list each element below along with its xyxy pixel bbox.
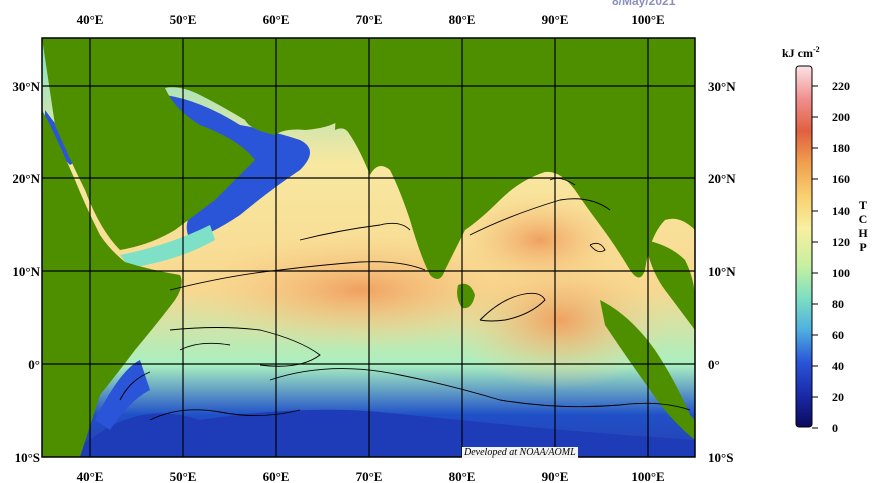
variable-letter: H xyxy=(858,226,868,240)
lat-label: 30°N xyxy=(708,79,736,94)
lon-label: 90°E xyxy=(542,469,569,483)
land-madagascar xyxy=(42,440,70,457)
lat-label: 0° xyxy=(28,357,40,372)
colorbar-tick: 60 xyxy=(832,328,844,342)
map-area xyxy=(42,38,695,457)
colorbar-tick: 160 xyxy=(832,172,850,186)
warm-pool-bay xyxy=(450,190,630,290)
date-label: 8/May/2021 xyxy=(612,0,676,8)
lon-label: 50°E xyxy=(170,469,197,483)
lon-labels-top: 40°E 50°E 60°E 70°E 80°E 90°E 100°E xyxy=(77,12,665,27)
colorbar-tick: 20 xyxy=(832,390,844,404)
lon-label: 70°E xyxy=(356,12,383,27)
lat-label: 0° xyxy=(708,357,720,372)
colorbar-ticks: 0 20 40 60 80 100 120 140 160 180 200 22… xyxy=(832,79,850,435)
lon-label: 100°E xyxy=(631,12,664,27)
land-india-seasia xyxy=(335,38,695,279)
lat-label: 10°S xyxy=(708,450,733,465)
lat-labels-left: 30°N 20°N 10°N 0° 10°S xyxy=(12,79,40,465)
colorbar xyxy=(795,65,813,428)
colorbar-tick: 220 xyxy=(832,79,850,93)
lon-label: 40°E xyxy=(77,12,104,27)
lon-label: 60°E xyxy=(263,12,290,27)
lon-label: 80°E xyxy=(449,12,476,27)
land-africa xyxy=(42,38,182,457)
lon-labels-bottom: 40°E 50°E 60°E 70°E 80°E 90°E 100°E xyxy=(77,469,665,483)
graticule xyxy=(42,38,695,457)
lon-label: 60°E xyxy=(263,469,290,483)
lat-labels-right: 30°N 20°N 10°N 0° 10°S xyxy=(708,79,736,465)
land-arabia xyxy=(42,38,380,250)
lat-label: 30°N xyxy=(12,79,40,94)
map-frame xyxy=(41,37,696,458)
variable-letter: C xyxy=(859,212,868,226)
lat-label: 10°N xyxy=(708,264,736,279)
colorbar-tick: 140 xyxy=(832,204,850,218)
colorbar-tick: 40 xyxy=(832,359,844,373)
lon-label: 80°E xyxy=(449,469,476,483)
lon-label: 70°E xyxy=(356,469,383,483)
variable-letter: T xyxy=(859,198,867,212)
lat-label: 20°N xyxy=(708,171,736,186)
colorbar-tick: 100 xyxy=(832,266,850,280)
variable-letter: P xyxy=(859,240,866,254)
gulf-aden xyxy=(120,225,215,268)
colorbar-tick-marks xyxy=(812,85,818,429)
land-malay xyxy=(645,240,695,330)
lon-label: 90°E xyxy=(542,12,569,27)
colorbar-tick: 120 xyxy=(832,235,850,249)
lat-label: 10°S xyxy=(15,450,40,465)
lat-label: 20°N xyxy=(12,171,40,186)
colorbar-tick: 80 xyxy=(832,297,844,311)
colorbar-tick: 200 xyxy=(832,110,850,124)
colorbar-tick: 180 xyxy=(832,141,850,155)
credit-label: Developed at NOAA/AOML xyxy=(462,447,578,458)
lon-label: 100°E xyxy=(631,469,664,483)
lat-label: 10°N xyxy=(12,264,40,279)
colorbar-tick: 0 xyxy=(832,421,838,435)
colorbar-unit: kJ cm-2 xyxy=(782,45,820,60)
lon-label: 40°E xyxy=(77,469,104,483)
lon-label: 50°E xyxy=(170,12,197,27)
